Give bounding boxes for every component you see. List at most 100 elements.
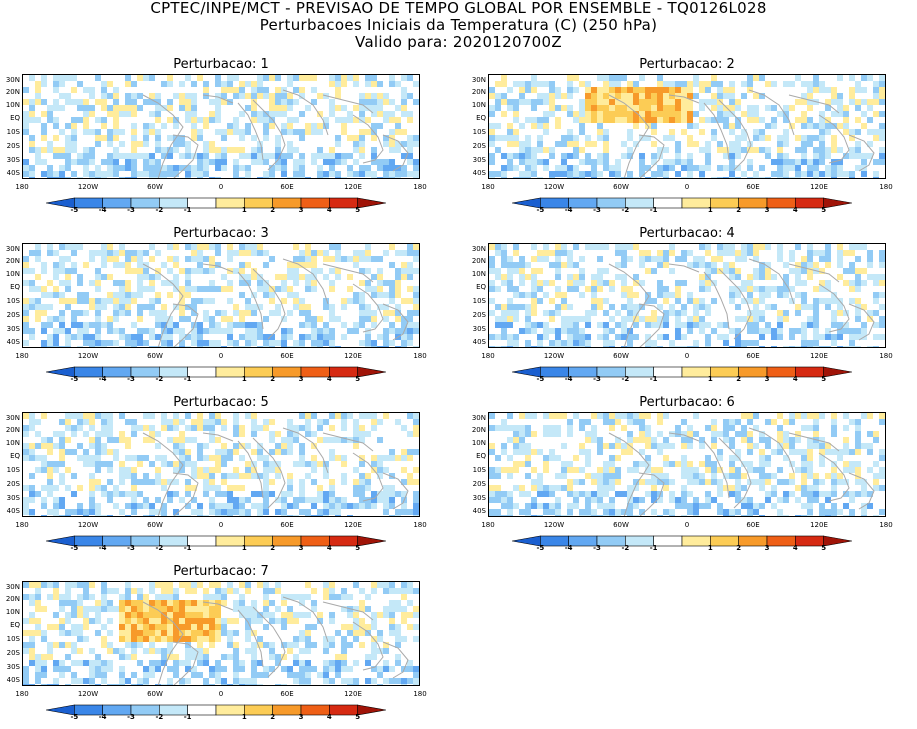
latitude-tick-label: 30S (466, 156, 486, 164)
colorbar-label: 1 (236, 375, 252, 383)
colorbar-label: -1 (180, 544, 196, 552)
latitude-tick-label: 10N (0, 270, 20, 278)
latitude-tick-label: 10N (466, 439, 486, 447)
contour-field (489, 244, 886, 348)
temperature-perturbation-map (488, 412, 886, 517)
longitude-tick-label: 120W (539, 521, 569, 529)
longitude-tick-label: 120E (804, 183, 834, 191)
longitude-tick-label: 120W (73, 183, 103, 191)
longitude-tick-label: 180 (7, 690, 37, 698)
latitude-tick-label: 30S (0, 494, 20, 502)
colorbar-label: -4 (95, 544, 111, 552)
latitude-tick-label: 30S (466, 494, 486, 502)
colorbar-label: 4 (321, 375, 337, 383)
longitude-tick-label: 0 (206, 183, 236, 191)
colorbar-label: -3 (589, 375, 605, 383)
colorbar-label: -5 (532, 206, 548, 214)
colorbar-label: 3 (293, 375, 309, 383)
longitude-tick-label: 60W (606, 352, 636, 360)
panel-title: Perturbacao: 7 (22, 564, 420, 579)
colorbar-label: -2 (151, 375, 167, 383)
longitude-tick-label: 180 (473, 352, 503, 360)
longitude-tick-label: 0 (206, 352, 236, 360)
colorbar-label: -4 (95, 206, 111, 214)
latitude-tick-label: EQ (466, 114, 486, 122)
latitude-tick-label: 20N (466, 257, 486, 265)
longitude-tick-label: 180 (473, 183, 503, 191)
colorbar-label: -4 (561, 544, 577, 552)
colorbar-label: -4 (95, 713, 111, 721)
colorbar-label: 1 (702, 375, 718, 383)
longitude-tick-label: 180 (7, 183, 37, 191)
latitude-tick-label: EQ (0, 621, 20, 629)
colorbar-label: 5 (816, 206, 832, 214)
latitude-tick-label: 40S (0, 507, 20, 515)
colorbar-label: 4 (321, 206, 337, 214)
header-title-line-1: CPTEC/INPE/MCT - PREVISAO DE TEMPO GLOBA… (0, 0, 917, 17)
latitude-tick-label: 20N (0, 88, 20, 96)
colorbar-label: -2 (617, 544, 633, 552)
longitude-tick-label: 180 (871, 183, 901, 191)
longitude-tick-label: 180 (405, 521, 435, 529)
latitude-tick-label: EQ (0, 283, 20, 291)
colorbar-label: 1 (236, 544, 252, 552)
longitude-tick-label: 0 (672, 521, 702, 529)
longitude-tick-label: 60W (606, 183, 636, 191)
colorbar-label: -1 (180, 375, 196, 383)
latitude-tick-label: 30N (466, 245, 486, 253)
latitude-tick-label: 30S (0, 663, 20, 671)
latitude-tick-label: 30S (0, 325, 20, 333)
colorbar-label: 3 (293, 713, 309, 721)
longitude-tick-label: 60E (738, 183, 768, 191)
colorbar-label: 4 (787, 544, 803, 552)
colorbar-label: -3 (589, 206, 605, 214)
longitude-tick-label: 60E (738, 521, 768, 529)
latitude-tick-label: 30N (0, 414, 20, 422)
latitude-tick-label: 10S (0, 128, 20, 136)
longitude-tick-label: 120E (338, 690, 368, 698)
longitude-tick-label: 120W (73, 352, 103, 360)
colorbar-label: -5 (532, 544, 548, 552)
colorbar-label: -3 (589, 544, 605, 552)
latitude-tick-label: 20S (0, 649, 20, 657)
contour-field (23, 75, 420, 179)
contour-field (489, 413, 886, 517)
longitude-tick-label: 60W (606, 521, 636, 529)
colorbar-label: 4 (321, 544, 337, 552)
colorbar-label: 5 (816, 544, 832, 552)
longitude-tick-label: 180 (871, 521, 901, 529)
panel-title: Perturbacao: 4 (488, 226, 886, 241)
temperature-perturbation-map (22, 74, 420, 179)
latitude-tick-label: 10N (0, 608, 20, 616)
latitude-tick-label: 40S (466, 338, 486, 346)
longitude-tick-label: 0 (672, 352, 702, 360)
latitude-tick-label: 40S (0, 676, 20, 684)
latitude-tick-label: EQ (466, 283, 486, 291)
colorbar-label: -2 (151, 713, 167, 721)
colorbar-label: 3 (293, 206, 309, 214)
panel-title: Perturbacao: 1 (22, 57, 420, 72)
longitude-tick-label: 60W (140, 183, 170, 191)
longitude-tick-label: 60W (140, 690, 170, 698)
colorbar-label: -5 (66, 713, 82, 721)
longitude-tick-label: 120W (539, 352, 569, 360)
colorbar-label: 5 (816, 375, 832, 383)
colorbar-label: 3 (759, 206, 775, 214)
colorbar-label: -4 (561, 206, 577, 214)
latitude-tick-label: 10S (466, 128, 486, 136)
latitude-tick-label: EQ (0, 452, 20, 460)
colorbar-label: -3 (123, 375, 139, 383)
latitude-tick-label: 30N (0, 245, 20, 253)
longitude-tick-label: 0 (672, 183, 702, 191)
latitude-tick-label: 20N (466, 426, 486, 434)
latitude-tick-label: 10S (0, 466, 20, 474)
longitude-tick-label: 120E (338, 352, 368, 360)
longitude-tick-label: 120W (539, 183, 569, 191)
colorbar-label: -3 (123, 713, 139, 721)
colorbar-label: 1 (236, 713, 252, 721)
